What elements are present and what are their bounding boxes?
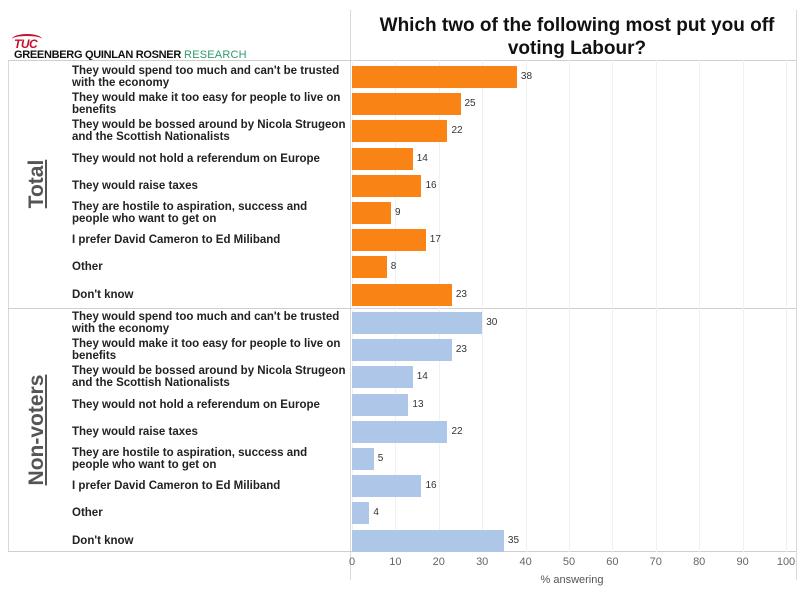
data-label: 16 (425, 179, 437, 191)
bar (352, 529, 504, 552)
x-tick-label: 100 (776, 556, 796, 568)
bar (352, 256, 387, 279)
x-tick-label: 60 (606, 556, 619, 568)
chart-title: Which two of the following most put you … (379, 15, 775, 59)
gridline (395, 60, 396, 552)
bar (352, 93, 461, 116)
bar (352, 420, 448, 443)
data-label: 38 (520, 71, 533, 82)
bar (352, 202, 392, 224)
gridline (699, 60, 700, 552)
category-label: They would raise taxes (72, 425, 198, 438)
gqr-logo-research: RESEARCH (184, 49, 247, 61)
data-label: 30 (486, 317, 498, 328)
data-label: 22 (451, 125, 463, 137)
category-label: They would make it too easy for people t… (72, 338, 341, 363)
x-tick-label: 0 (348, 556, 356, 568)
data-label: 23 (455, 288, 467, 300)
x-tick-label: 90 (736, 556, 749, 568)
x-tick-label: 30 (476, 556, 489, 568)
data-label: 8 (390, 261, 397, 273)
gqr-logo: GREENBERG QUINLAN ROSNER RESEARCH (14, 49, 247, 61)
bar (352, 120, 448, 143)
category-label: Don't know (72, 288, 134, 301)
bar (352, 229, 426, 252)
series-label-1: Non-voters (25, 374, 48, 486)
data-label: 4 (373, 507, 379, 519)
category-label: They would not hold a referendum on Euro… (72, 398, 320, 411)
section-divider (8, 308, 796, 309)
gridline (786, 60, 787, 552)
tuc-logo: TUC (12, 34, 42, 51)
data-label: 16 (425, 480, 437, 492)
category-label: They are hostile to aspiration, success … (72, 201, 308, 225)
gridline (526, 60, 527, 552)
x-axis-title: % answering (540, 574, 604, 586)
data-label: 35 (507, 534, 520, 546)
data-label: 22 (451, 425, 463, 437)
data-label: 14 (416, 152, 428, 164)
gridline (656, 60, 657, 552)
gqr-logo-name: GREENBERG QUINLAN ROSNER (14, 49, 181, 61)
data-label: 25 (464, 98, 476, 110)
gridline (352, 60, 353, 552)
category-label: Other (72, 507, 103, 520)
x-tick-label: 40 (519, 556, 532, 568)
data-label: 23 (455, 344, 467, 356)
bar (352, 66, 517, 88)
header-rule (8, 60, 796, 61)
bar (352, 312, 483, 334)
x-tick-label: 80 (693, 556, 706, 568)
bar (352, 393, 409, 416)
category-label: They would not hold a referendum on Euro… (72, 152, 320, 165)
x-tick-label: 50 (562, 556, 576, 568)
x-tick-label: 10 (389, 556, 402, 568)
tuc-swoosh-icon (12, 34, 42, 44)
right-border (796, 10, 797, 580)
category-label: They are hostile to aspiration, success … (72, 447, 308, 471)
bar (352, 283, 452, 306)
gridline (612, 60, 613, 552)
category-label: They would make it too easy for people t… (72, 92, 341, 117)
category-label: They would be bossed around by Nicola St… (72, 365, 346, 390)
category-label: Don't know (72, 534, 134, 547)
gridline (439, 60, 440, 552)
data-label: 14 (416, 371, 428, 383)
bar (352, 174, 422, 197)
bar (352, 366, 413, 389)
data-label: 17 (429, 234, 441, 246)
category-label: They would be bossed around by Nicola St… (72, 119, 346, 144)
gridline (743, 60, 744, 552)
data-label: 13 (412, 398, 424, 410)
bar (352, 475, 422, 498)
left-border (8, 60, 9, 552)
category-label: They would raise taxes (72, 179, 198, 192)
category-label: I prefer David Cameron to Ed Miliband (72, 480, 281, 493)
category-label: They would spend too much and can't be t… (72, 65, 340, 89)
bar (352, 147, 413, 170)
bar (352, 448, 374, 470)
category-label: They would spend too much and can't be t… (72, 311, 340, 335)
gridline (569, 60, 570, 552)
category-label: I prefer David Cameron to Ed Miliband (72, 234, 281, 247)
panel-divider (350, 10, 351, 580)
gridline (482, 60, 483, 552)
category-label: Other (72, 261, 103, 274)
x-tick-label: 20 (432, 556, 445, 568)
bar (352, 502, 370, 525)
data-label: 9 (395, 207, 401, 218)
series-label-0: Total (25, 159, 48, 209)
data-label: 5 (377, 453, 384, 464)
bar (352, 339, 452, 362)
x-tick-label: 70 (649, 556, 662, 568)
